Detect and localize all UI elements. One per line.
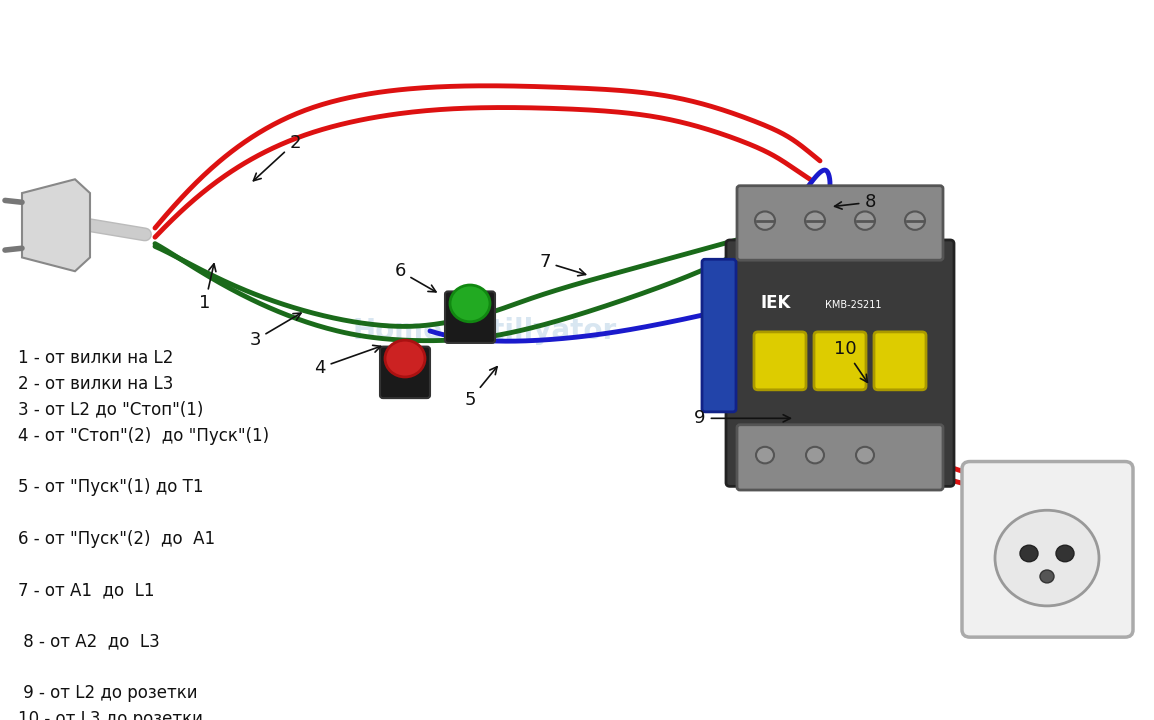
Text: 10: 10	[833, 341, 868, 382]
Circle shape	[905, 212, 926, 230]
Text: 1: 1	[200, 264, 216, 312]
Text: 2: 2	[254, 133, 301, 181]
Text: КМВ-2S211: КМВ-2S211	[825, 300, 882, 310]
FancyBboxPatch shape	[380, 346, 430, 398]
Text: 8 - от А2  до  L3: 8 - от А2 до L3	[18, 633, 159, 651]
FancyBboxPatch shape	[726, 240, 954, 486]
FancyBboxPatch shape	[814, 332, 866, 390]
Text: 6: 6	[395, 262, 436, 292]
Text: 8: 8	[834, 193, 876, 211]
Circle shape	[805, 212, 825, 230]
FancyBboxPatch shape	[962, 462, 1133, 637]
Polygon shape	[22, 179, 90, 271]
Circle shape	[385, 340, 425, 377]
Circle shape	[450, 285, 490, 322]
Circle shape	[1056, 545, 1074, 562]
FancyBboxPatch shape	[874, 332, 926, 390]
Text: 9: 9	[695, 410, 790, 428]
Text: IEK: IEK	[760, 294, 790, 312]
Circle shape	[995, 510, 1099, 606]
Circle shape	[1040, 570, 1054, 583]
Text: 10 - от L3 до розетки: 10 - от L3 до розетки	[18, 710, 203, 720]
Text: 2 - от вилки на L3: 2 - от вилки на L3	[18, 375, 173, 393]
Circle shape	[1020, 545, 1037, 562]
Text: 4: 4	[314, 346, 381, 377]
FancyBboxPatch shape	[754, 332, 805, 390]
FancyBboxPatch shape	[702, 259, 736, 412]
Text: 7: 7	[539, 253, 585, 276]
Text: 9 - от L2 до розетки: 9 - от L2 до розетки	[18, 684, 197, 702]
Circle shape	[756, 447, 774, 464]
FancyBboxPatch shape	[737, 186, 943, 260]
Text: 6 - от "Пуск"(2)  до  А1: 6 - от "Пуск"(2) до А1	[18, 530, 215, 548]
Text: 5: 5	[464, 366, 497, 409]
Text: 4 - от "Стоп"(2)  до "Пуск"(1): 4 - от "Стоп"(2) до "Пуск"(1)	[18, 426, 269, 444]
FancyBboxPatch shape	[737, 425, 943, 490]
FancyBboxPatch shape	[445, 292, 495, 343]
Circle shape	[856, 447, 874, 464]
Circle shape	[755, 212, 775, 230]
Text: 1 - от вилки на L2: 1 - от вилки на L2	[18, 349, 173, 367]
Circle shape	[855, 212, 875, 230]
Text: 3 - от L2 до "Стоп"(1): 3 - от L2 до "Стоп"(1)	[18, 401, 203, 419]
Circle shape	[805, 447, 824, 464]
Text: HomeDistillyator: HomeDistillyator	[353, 317, 616, 345]
Text: 3: 3	[249, 313, 301, 349]
Text: 5 - от "Пуск"(1) до Т1: 5 - от "Пуск"(1) до Т1	[18, 478, 203, 496]
Text: 7 - от А1  до  L1: 7 - от А1 до L1	[18, 581, 155, 599]
